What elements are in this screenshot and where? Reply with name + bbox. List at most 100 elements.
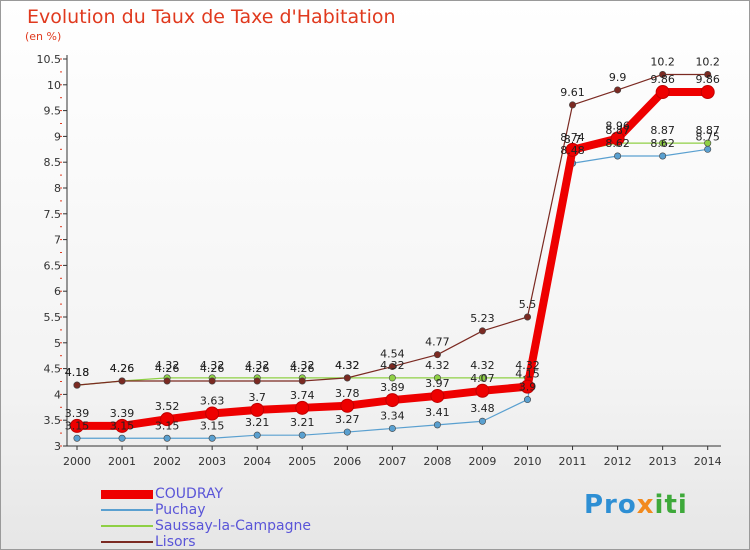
data-point	[659, 152, 667, 160]
y-tick-label: 10.5	[37, 53, 62, 66]
y-tick-label: 9.5	[44, 105, 62, 118]
data-point	[523, 396, 531, 404]
data-point	[520, 379, 535, 394]
data-label: 3.78	[335, 387, 360, 400]
proxiti-logo: Proxiti	[584, 490, 688, 520]
data-point	[430, 388, 445, 403]
legend-item-coudray: COUDRAY	[101, 486, 311, 502]
x-tick-label: 2005	[288, 455, 316, 468]
data-label: 4.26	[200, 362, 225, 375]
data-point	[700, 85, 715, 100]
data-label: 3.15	[155, 419, 180, 432]
data-label: 8.75	[695, 130, 720, 143]
data-label: 3.15	[110, 419, 135, 432]
x-tick-label: 2004	[243, 455, 271, 468]
chart-axes: 3 3.5 4 4.5 5 5.5 6 6.5 7 7.5 8 8.5 9 9.5 10 10.5 2000 20…	[37, 53, 722, 468]
data-point	[115, 418, 130, 433]
data-label: 4.32	[515, 359, 540, 372]
data-point	[250, 402, 265, 417]
x-tick-label: 2001	[108, 455, 136, 468]
data-label: 8.62	[650, 137, 675, 150]
data-label: 9.86	[650, 73, 675, 86]
data-label-layer: 4.18 4.26 4.26 4.26 4.26 4.26 4.324.544.775.23…	[65, 55, 720, 432]
y-tick-label: 3.5	[44, 414, 62, 427]
data-label: 4.32	[335, 359, 360, 372]
data-label: 4.32	[200, 359, 225, 372]
data-label: 9.9	[609, 71, 627, 84]
data-label: 4.32	[470, 359, 495, 372]
data-label: 4.32	[380, 359, 405, 372]
data-point	[614, 86, 622, 94]
data-point	[118, 377, 126, 385]
data-label: 8.48	[560, 144, 585, 157]
data-point	[343, 428, 351, 436]
data-label: 4.18	[65, 366, 90, 379]
series-layer	[70, 70, 715, 442]
data-label: 8.74	[560, 131, 585, 144]
x-tick-label: 2003	[198, 455, 226, 468]
data-point	[610, 131, 625, 146]
data-point	[523, 313, 531, 321]
data-label: 3.97	[425, 377, 450, 390]
data-label: 3.27	[335, 413, 360, 426]
x-tick-label: 2008	[423, 455, 451, 468]
data-label: 4.26	[245, 362, 270, 375]
data-label: 4.32	[425, 359, 450, 372]
data-label: 8.87	[650, 124, 675, 137]
y-tick-label: 6	[54, 285, 61, 298]
data-label: 3.48	[470, 402, 495, 415]
data-label: 8.96	[605, 119, 630, 132]
data-label: 3.34	[380, 409, 405, 422]
data-label: 8.87	[695, 124, 720, 137]
data-label: 4.32	[290, 359, 315, 372]
data-label: 8.62	[605, 137, 630, 150]
data-label: 3.41	[425, 406, 450, 419]
data-label: 4.77	[425, 336, 450, 349]
data-point	[704, 145, 712, 153]
y-tick-label: 7.5	[44, 208, 62, 221]
data-point	[475, 383, 490, 398]
data-label: 3.52	[155, 400, 180, 413]
data-point	[478, 327, 486, 335]
x-tick-label: 2013	[649, 455, 677, 468]
data-label: 5.5	[519, 298, 537, 311]
data-label: 4.18	[65, 366, 90, 379]
data-label: 3.15	[200, 419, 225, 432]
data-label: 10.2	[650, 55, 675, 68]
data-label: 3.21	[245, 416, 270, 429]
data-point	[565, 142, 580, 157]
data-point	[569, 101, 577, 109]
data-point	[70, 418, 84, 433]
data-label: 3.21	[290, 416, 315, 429]
data-point	[298, 431, 306, 439]
legend-swatch-lisors	[101, 541, 153, 543]
y-tick-label: 5	[54, 337, 61, 350]
data-label: 3.15	[65, 419, 90, 432]
y-tick-label: 4.5	[44, 363, 62, 376]
data-label: 8.87	[605, 124, 630, 137]
legend-swatch-coudray	[101, 489, 153, 499]
data-point	[478, 417, 486, 425]
legend-swatch-puchay	[101, 509, 153, 511]
data-label: 4.15	[515, 368, 540, 381]
x-tick-label: 2010	[514, 455, 542, 468]
data-label: 3.74	[290, 389, 315, 402]
y-tick-label: 10	[47, 79, 61, 92]
data-point	[704, 139, 712, 147]
data-label: 9.86	[695, 73, 720, 86]
data-point	[385, 393, 400, 408]
data-label: 4.32	[245, 359, 270, 372]
data-label: 4.26	[290, 362, 315, 375]
data-point	[208, 434, 216, 442]
data-point	[340, 398, 355, 413]
legend-label-puchay: Puchay	[155, 502, 206, 518]
data-point	[388, 363, 396, 371]
data-label: 10.2	[695, 55, 720, 68]
data-point	[659, 70, 667, 78]
data-point	[659, 139, 667, 147]
y-tick-label: 8	[54, 182, 61, 195]
x-tick-label: 2014	[694, 455, 722, 468]
data-label: 3.39	[110, 407, 135, 420]
data-point	[163, 377, 171, 385]
